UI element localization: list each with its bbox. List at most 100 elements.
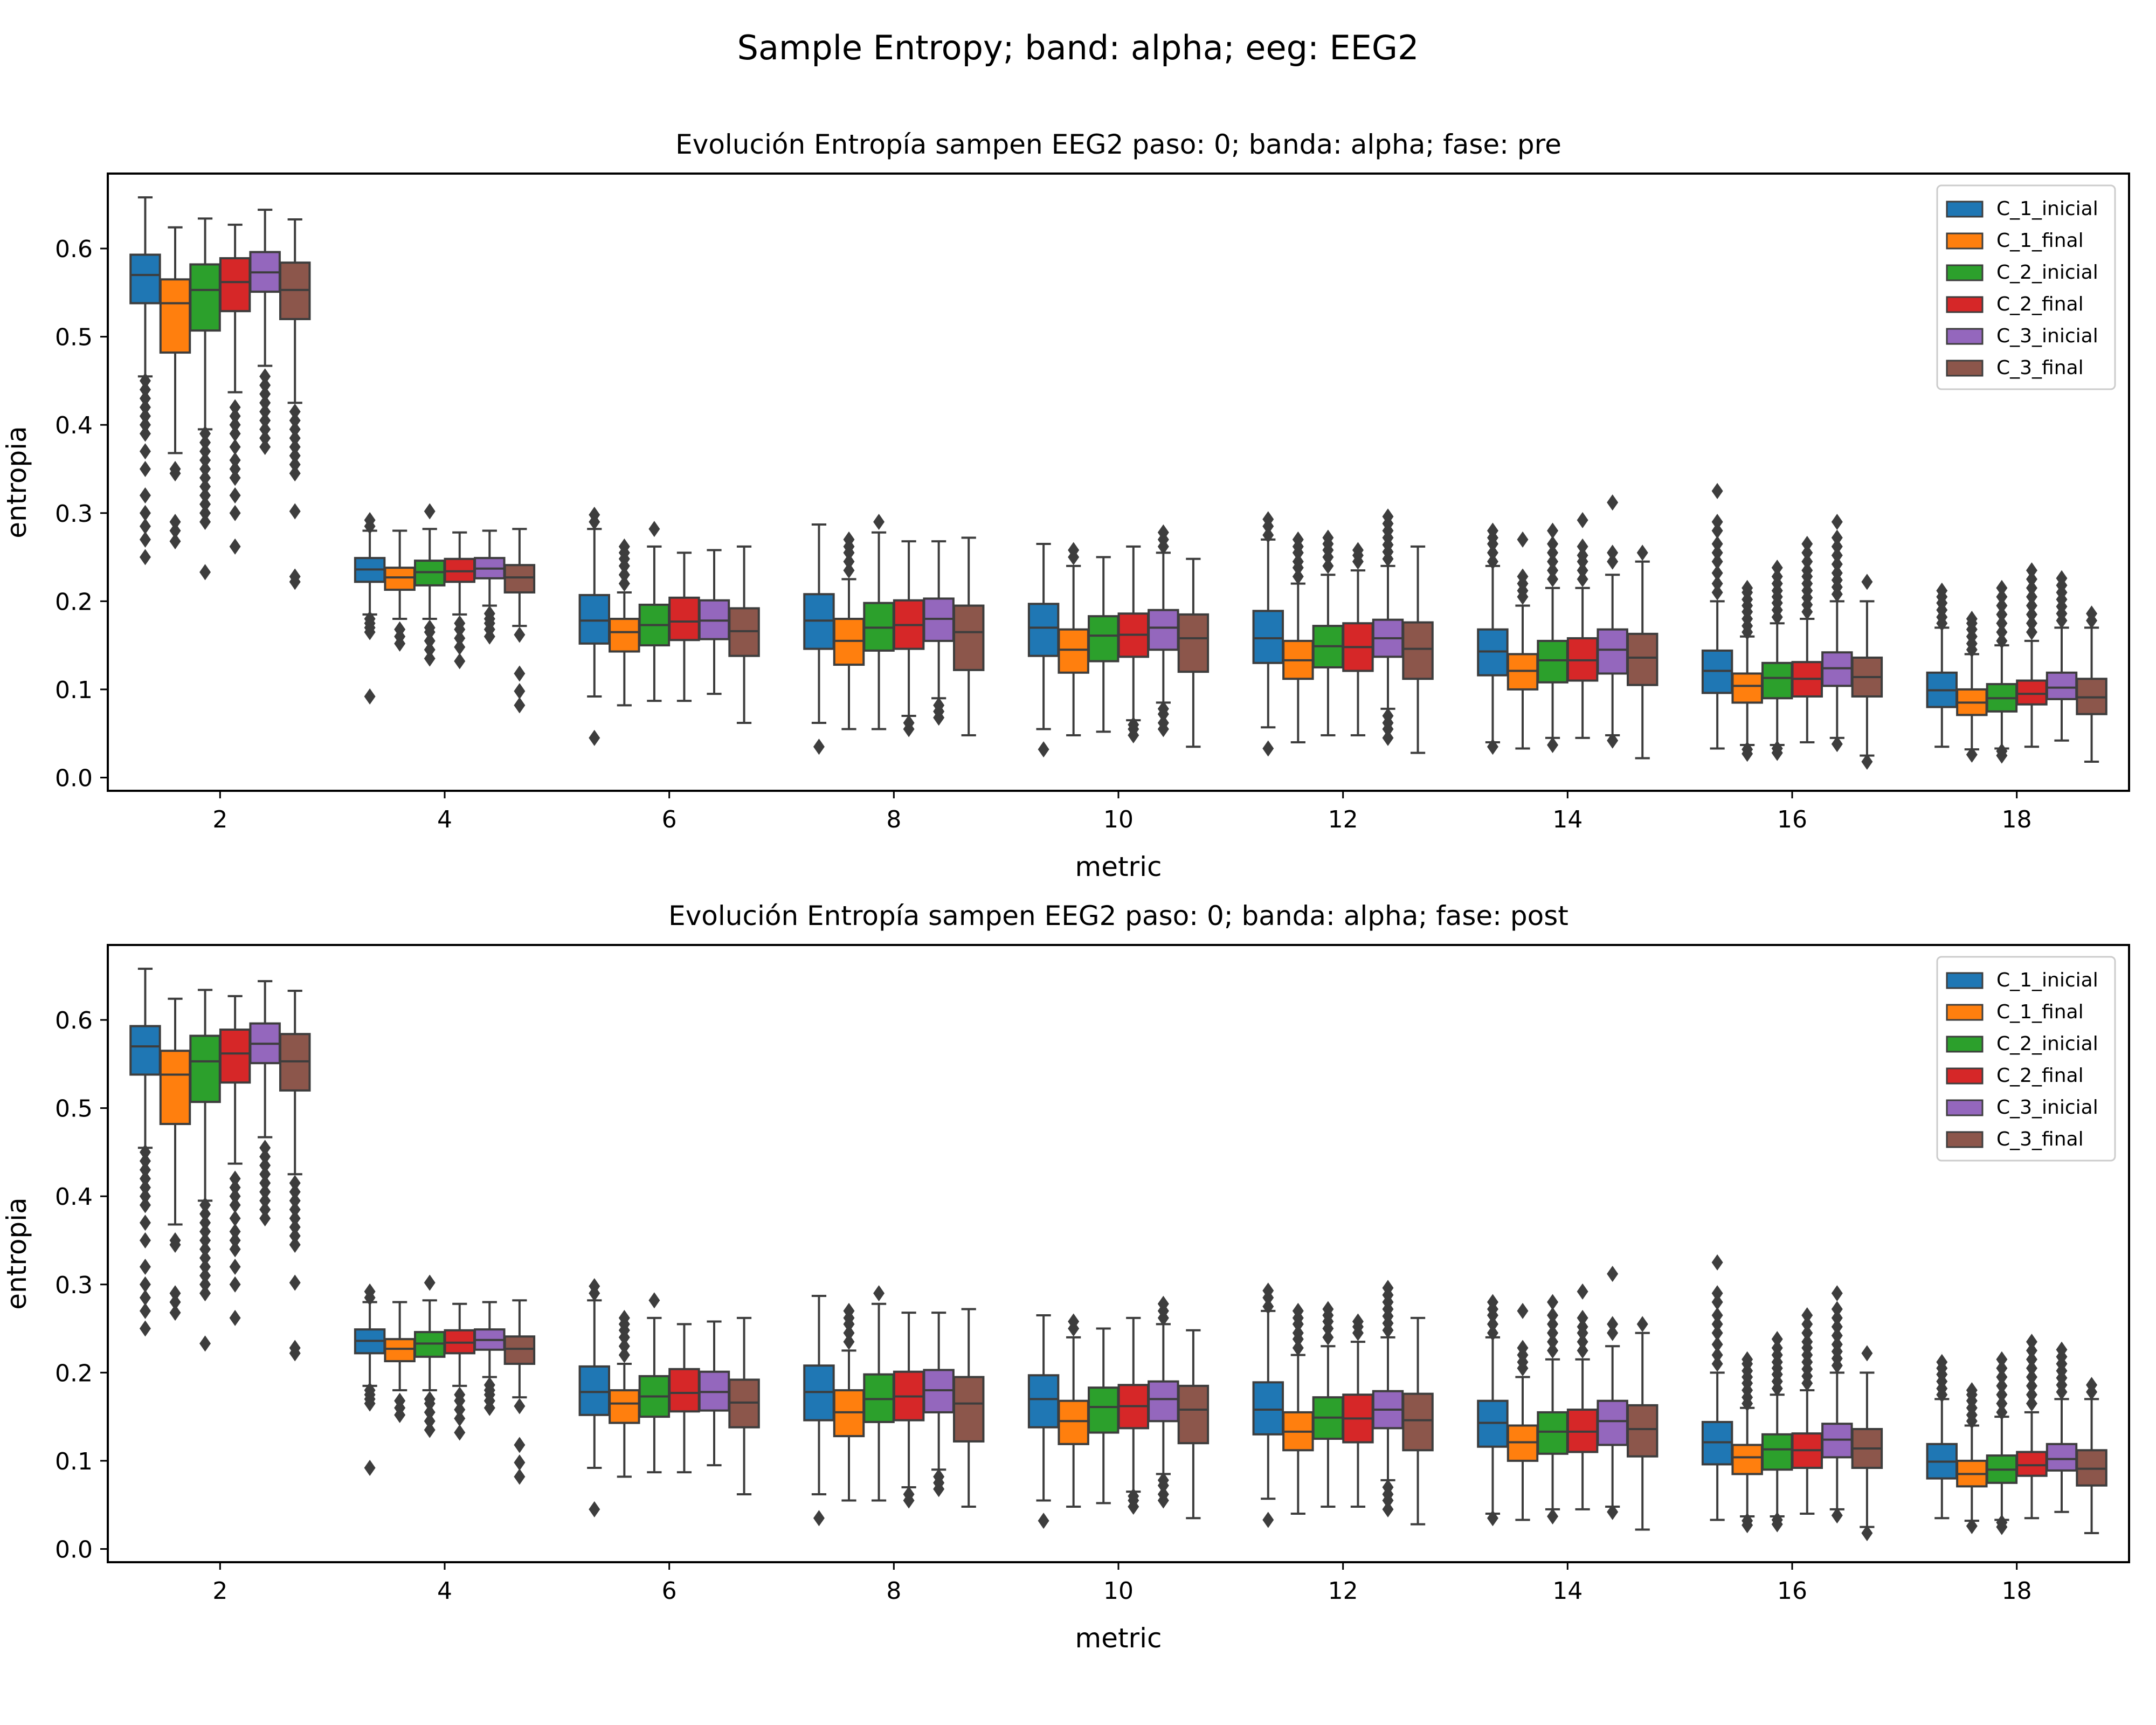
x-axis-label: metric [1075,1623,1162,1654]
outlier-point [1996,579,2008,596]
outlier-point [1711,575,1723,592]
outlier-point [229,1309,241,1326]
box-iqr [2046,1443,2078,1472]
outlier-point [843,553,855,570]
outlier-point [424,1413,436,1430]
legend-label: C_1_final [1996,230,2084,252]
outlier-point [424,1422,436,1438]
x-tick-label: 10 [1103,806,1134,833]
box-iqr [1088,615,1120,663]
outlier-point [2026,579,2037,596]
outlier-point [1831,564,1843,581]
outlier-point [1382,1280,1394,1296]
outlier-point [1547,1508,1559,1524]
outlier-point [1801,1324,1813,1341]
box-C_1_inicial-16 [1701,1254,1733,1521]
outlier-point [139,505,151,521]
box-C_1_final-10 [1058,1313,1089,1508]
box-C_2_final-12 [1342,542,1374,736]
outlier-point [259,385,271,402]
outlier-point [1831,529,1843,546]
outlier-point [618,1347,630,1363]
box-C_1_inicial-10 [1027,543,1060,758]
legend-swatch [1946,1004,1984,1021]
outlier-point [139,518,151,535]
outlier-point [259,1192,271,1209]
y-tick-label: 0.2 [55,588,93,616]
outlier-point [169,514,181,530]
x-tick-label: 16 [1777,1577,1807,1605]
outlier-point [1577,1283,1588,1300]
outlier-point [1996,1404,2008,1420]
outlier-point [1966,746,1978,763]
outlier-point [169,1232,181,1248]
outlier-point [229,417,241,433]
plot-frame [107,172,2130,792]
outlier-point [169,533,181,550]
outlier-point [139,1162,151,1178]
box-C_2_inicial-12 [1312,529,1344,736]
outlier-point [199,1259,211,1275]
box-iqr [503,564,536,594]
outlier-point [1577,1309,1588,1326]
y-tick-label: 0.5 [55,1095,93,1123]
outlier-point [364,688,376,705]
outlier-point [2056,570,2068,586]
box-C_3_final-16 [1851,574,1883,770]
outlier-point [1382,707,1394,724]
outlier-point [289,1184,301,1200]
outlier-point [1711,1316,1723,1333]
box-C_3_final-18 [2076,605,2107,763]
outlier-point [424,503,436,520]
outlier-point [199,1241,211,1258]
box-iqr [578,1365,610,1416]
outlier-point [1831,547,1843,564]
outlier-point [1711,1307,1723,1323]
outlier-point [1711,544,1723,561]
outlier-point [229,538,241,555]
outlier-point [1771,568,1783,585]
outlier-point [1068,1313,1080,1330]
box-iqr [2016,1451,2048,1477]
outlier-point [1382,729,1394,746]
outlier-point [1038,1513,1049,1529]
box-C_2_inicial-12 [1312,1301,1344,1508]
outlier-point [424,641,436,658]
outlier-point [169,460,181,477]
outlier-point [1352,1313,1364,1330]
outlier-point [1742,579,1753,596]
x-tick-label: 14 [1552,1577,1583,1605]
box-C_2_final-12 [1342,1313,1374,1508]
outlier-point [259,1201,271,1218]
outlier-point [1292,531,1304,548]
outlier-point [1831,1301,1843,1317]
outlier-point [229,1241,241,1258]
box-C_3_inicial-2 [249,209,281,456]
box-C_1_final-14 [1507,1302,1539,1521]
outlier-point [1128,1488,1139,1505]
box-iqr [219,257,251,313]
outlier-point [1547,562,1559,579]
outlier-point [1996,615,2008,632]
outlier-point [1547,1294,1559,1310]
box-C_3_final-12 [1402,1316,1434,1526]
outlier-point [1801,1307,1813,1323]
subplot-title: Evolución Entropía sampen EEG2 paso: 0; … [668,900,1568,932]
box-C_1_inicial-12 [1252,1282,1284,1528]
outlier-point [454,1410,466,1427]
outlier-point [169,1285,181,1302]
box-C_2_final-14 [1566,512,1599,739]
outlier-point [843,1324,855,1341]
outlier-point [139,549,151,565]
box-C_2_inicial-14 [1537,1294,1568,1524]
outlier-point [1966,611,1978,627]
box-C_3_inicial-6 [698,1320,730,1467]
box-iqr [1597,1399,1628,1446]
outlier-point [589,1501,600,1517]
outlier-point [1711,1347,1723,1363]
outlier-point [229,1276,241,1293]
y-tick-label: 0.0 [55,764,93,792]
outlier-point [199,452,211,468]
outlier-point [2026,1342,2037,1359]
